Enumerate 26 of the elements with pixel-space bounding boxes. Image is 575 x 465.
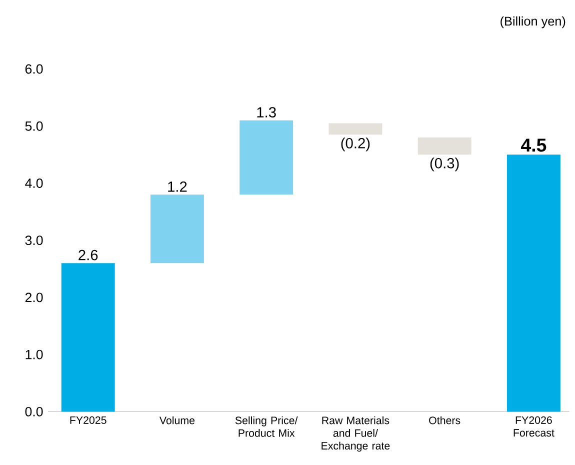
y-tick-label: 3.0 xyxy=(25,236,43,246)
y-tick-label: 5.0 xyxy=(25,121,43,131)
text: (Billion yen) xyxy=(500,16,566,28)
bar xyxy=(506,154,560,412)
y-tick-label: 0.0 xyxy=(25,406,43,416)
y-tick-label: 4.0 xyxy=(25,178,43,188)
y-tick-label: 6.0 xyxy=(25,64,43,74)
data-label: (0.2) xyxy=(341,138,370,152)
x-tick-label: FY2026 Forecast xyxy=(514,416,554,437)
x-tick-label: Selling Price/ Product Mix xyxy=(235,416,298,437)
x-tick-label: Others xyxy=(429,416,460,424)
bar xyxy=(150,194,204,264)
bar xyxy=(328,123,382,135)
data-label: 2.6 xyxy=(78,250,98,260)
x-tick-label: Raw Materials and Fuel/ Exchange rate xyxy=(322,416,390,452)
x-tick-label: FY2025 xyxy=(70,416,106,424)
data-label: (0.3) xyxy=(430,158,459,172)
data-label: 4.5 xyxy=(521,138,546,152)
y-tick-label: 1.0 xyxy=(26,350,43,360)
bar xyxy=(240,120,294,195)
y-tick-label: 2.0 xyxy=(25,292,43,302)
bar xyxy=(61,263,115,412)
data-label: 1.3 xyxy=(257,107,276,118)
data-label: 1.2 xyxy=(168,181,187,192)
bar xyxy=(418,138,472,155)
x-tick-label: Volume xyxy=(159,416,195,424)
